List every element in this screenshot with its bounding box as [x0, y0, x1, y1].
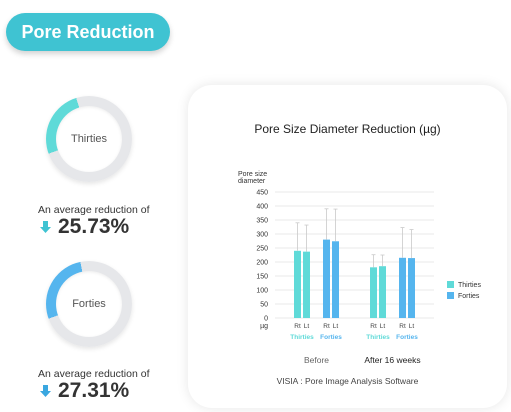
- chart-title: Pore Size Diameter Reduction (µg): [254, 122, 441, 136]
- page-title: Pore Reduction: [6, 13, 170, 51]
- subgroup-label: Thirties: [290, 334, 314, 341]
- y-axis-label: diameter: [238, 178, 266, 185]
- down-arrow-icon: [40, 221, 51, 233]
- thirties-donut: Thirties: [46, 96, 132, 182]
- group-label: After 16 weeks: [364, 355, 420, 365]
- bar-side-label: Lt: [333, 323, 339, 330]
- bar: [332, 241, 339, 318]
- bar: [323, 239, 330, 318]
- chart-footnote: VISIA : Pore Image Analysis Software: [276, 376, 419, 386]
- donut-label: Thirties: [56, 106, 122, 172]
- y-unit-label: µg: [260, 323, 268, 330]
- bar: [294, 250, 301, 318]
- chart-panel: Pore Size Diameter Reduction (µg) Pore s…: [188, 85, 507, 408]
- subgroup-label: Forties: [396, 334, 418, 341]
- y-tick-label: 300: [256, 232, 268, 239]
- y-tick-label: 400: [256, 204, 268, 211]
- bar: [370, 267, 377, 318]
- y-axis-label: Pore size: [238, 171, 267, 178]
- y-tick-label: 250: [256, 246, 268, 253]
- bar-side-label: Rt: [370, 323, 377, 330]
- subgroup-label: Forties: [320, 334, 342, 341]
- bar-side-label: Lt: [304, 323, 310, 330]
- y-tick-label: 200: [256, 260, 268, 267]
- y-tick-label: 150: [256, 274, 268, 281]
- bar-side-label: Rt: [399, 323, 406, 330]
- bar: [399, 257, 406, 318]
- bar: [408, 258, 415, 318]
- forties-donut: Forties: [46, 261, 132, 347]
- y-tick-label: 0: [264, 316, 268, 323]
- legend-label: Forties: [458, 293, 480, 300]
- bar-side-label: Lt: [380, 323, 386, 330]
- bar-side-label: Lt: [409, 323, 415, 330]
- bar-side-label: Rt: [323, 323, 330, 330]
- legend-swatch: [447, 292, 454, 299]
- down-arrow-icon: [40, 385, 51, 397]
- y-tick-label: 450: [256, 190, 268, 197]
- avg-reduction-label: An average reduction of: [38, 204, 150, 216]
- subgroup-label: Thirties: [366, 334, 390, 341]
- avg-reduction-value: 27.31%: [40, 379, 129, 403]
- legend-label: Thirties: [458, 282, 481, 289]
- legend-swatch: [447, 281, 454, 288]
- bar: [379, 266, 386, 318]
- reduction-percent: 25.73%: [58, 215, 130, 238]
- avg-reduction-label: An average reduction of: [38, 368, 150, 380]
- avg-reduction-value: 25.73%: [40, 215, 129, 239]
- donut-label: Forties: [56, 271, 122, 337]
- y-tick-label: 350: [256, 218, 268, 225]
- reduction-percent: 27.31%: [58, 379, 130, 402]
- bar-side-label: Rt: [294, 323, 301, 330]
- group-label: Before: [304, 355, 329, 365]
- y-tick-label: 50: [260, 302, 268, 309]
- y-tick-label: 100: [256, 288, 268, 295]
- bar: [303, 251, 310, 318]
